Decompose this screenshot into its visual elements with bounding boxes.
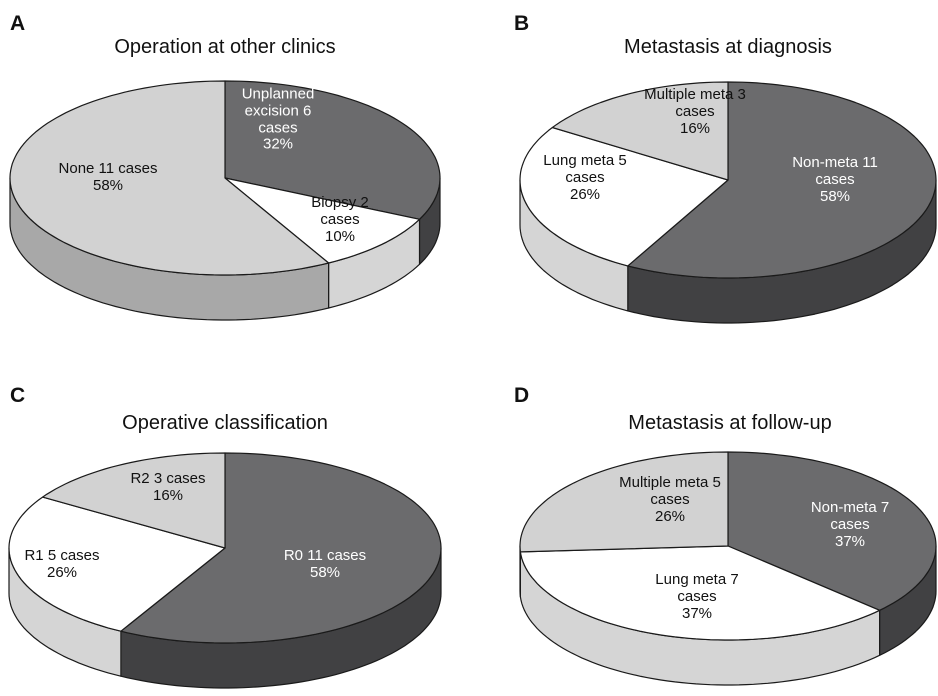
chart-title: Metastasis at follow-up	[628, 412, 831, 434]
slice-cases: 11 cases	[307, 547, 367, 565]
slice-category: Lung meta	[655, 570, 727, 588]
slice-percent: 32%	[262, 135, 294, 153]
slice-label: Lung meta 7 cases 37%	[652, 570, 742, 622]
slice	[551, 81, 729, 181]
slice-cases: 2 cases	[320, 193, 369, 228]
slice-percent: 16%	[679, 119, 711, 137]
slice-label: R2 3 cases 16%	[130, 470, 206, 505]
slice-cases: 7 cases	[677, 570, 739, 605]
slice	[120, 452, 442, 644]
panel-letter: C	[10, 384, 25, 407]
panel-letter: D	[514, 384, 529, 407]
chart-title: Metastasis at diagnosis	[624, 36, 832, 58]
slice-cases: 11 cases	[815, 153, 878, 188]
slice-percent: 26%	[569, 185, 601, 203]
slice-label: Non-meta 11 cases 58%	[784, 153, 887, 205]
slice-label: Multiple meta 3 cases 16%	[640, 85, 750, 137]
slice	[519, 451, 729, 553]
slice-cases: 3 cases	[675, 85, 746, 120]
slice-label: R0 11 cases 58%	[283, 547, 367, 582]
slice-percent: 10%	[324, 227, 356, 245]
slice	[224, 177, 421, 264]
slice-label: Unplanned excision 6 cases 32%	[233, 86, 323, 153]
slice	[519, 126, 729, 267]
slice-cases: 11 cases	[98, 160, 158, 178]
slice-percent: 26%	[46, 564, 78, 581]
slice-cases: 7 cases	[830, 498, 890, 533]
slice-percent: 26%	[654, 507, 686, 525]
slice-category: R0	[283, 547, 304, 565]
slice	[9, 80, 330, 276]
chart-title: Operation at other clinics	[114, 36, 335, 58]
slice-category: Unplanned excision	[241, 85, 315, 120]
slice-percent: 58%	[819, 187, 851, 205]
slice-category: Multiple meta	[619, 473, 709, 491]
slice	[42, 452, 226, 549]
slice-percent: 37%	[834, 532, 866, 550]
slice-percent: 58%	[92, 177, 124, 194]
panel-letter: A	[10, 12, 25, 35]
slice-label: Multiple meta 5 cases 26%	[615, 473, 725, 525]
slice-cases: 5 cases	[565, 151, 627, 186]
slice-percent: 58%	[309, 564, 341, 581]
slice-label: Lung meta 5 cases 26%	[540, 151, 630, 203]
slice	[627, 81, 937, 279]
slice-cases: 5 cases	[47, 547, 100, 565]
slice-percent: 16%	[152, 487, 184, 504]
slice	[224, 80, 441, 220]
slice-category: Multiple meta	[644, 85, 734, 103]
slice-cases: 3 cases	[153, 470, 206, 488]
slice-label: None 11 cases 58%	[58, 160, 158, 195]
panel-letter: B	[514, 12, 529, 35]
slice-category: R2	[130, 470, 150, 488]
slice-category: R1	[24, 547, 44, 565]
chart-title: Operative classification	[122, 412, 328, 434]
slice-category: Biopsy	[311, 193, 357, 211]
slice-label: Non-meta 7 cases 37%	[810, 498, 890, 550]
slice-label: Biopsy 2 cases 10%	[305, 193, 375, 245]
slice	[8, 496, 226, 632]
slice-cases: 5 cases	[650, 473, 721, 508]
slice-label: R1 5 cases 26%	[24, 547, 100, 582]
slice	[727, 451, 937, 611]
slice-category: Lung meta	[543, 151, 615, 169]
slice-category: Non-meta	[792, 153, 859, 171]
slice	[519, 545, 881, 641]
slice-category: None	[58, 160, 95, 178]
slice-category: Non-meta	[810, 498, 877, 516]
slice-percent: 37%	[681, 604, 713, 622]
slice-cases: 6 cases	[258, 102, 312, 136]
